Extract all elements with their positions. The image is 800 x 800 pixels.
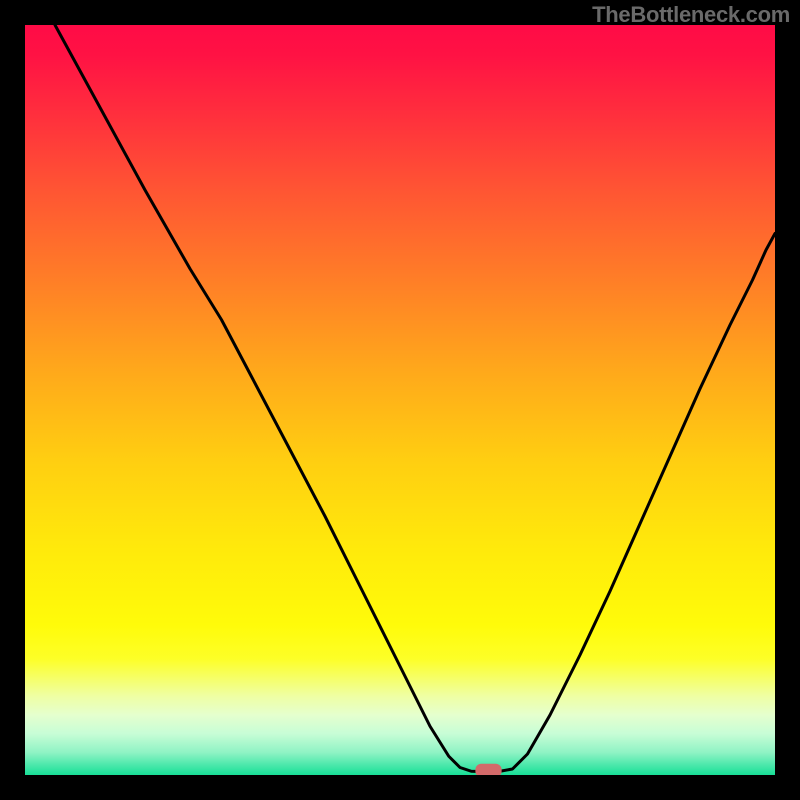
plot-border	[0, 0, 25, 800]
bottleneck-curve-chart	[0, 0, 800, 800]
watermark-text: TheBottleneck.com	[592, 2, 790, 28]
plot-border	[0, 775, 800, 800]
chart-frame: TheBottleneck.com	[0, 0, 800, 800]
plot-background	[25, 25, 775, 775]
plot-border	[775, 0, 800, 800]
